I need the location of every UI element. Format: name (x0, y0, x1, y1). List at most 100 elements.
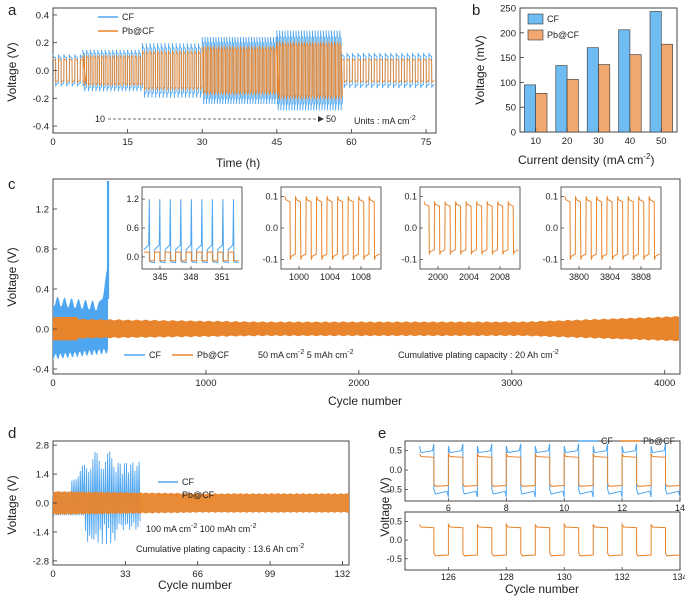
panel-c-inset-series-pb (564, 196, 660, 260)
panel-d-xtick-label: 33 (120, 569, 131, 580)
panel-c-inset-2: 1000 1004 1008 -0.1 0.0 0.1 (262, 186, 382, 282)
panel-c-xtick-label: 2000 (348, 378, 369, 389)
panel-c-xlabel: Cycle number (328, 394, 402, 408)
panel-c-legend-cf: CF (149, 350, 161, 360)
panel-e-xlabel: Cycle number (505, 582, 579, 596)
panel-a-plot (52, 30, 435, 111)
panel-b-bar-pb (598, 64, 611, 133)
panel-a-arrow-end: 50 (326, 114, 336, 124)
panel-c-plot (53, 181, 679, 360)
panel-e-plot (419, 443, 681, 557)
panel-d-xtick-label: 99 (265, 569, 276, 580)
panel-c-inset-series-cf (143, 199, 239, 264)
panel-c-inset-series-pb (284, 196, 380, 260)
panel-d-ylabel: Voltage (V) (5, 475, 19, 534)
panel-c-inset-ytick-label: 0.1 (545, 191, 558, 201)
panel-e-top-xtick-label: 10 (559, 503, 569, 513)
panel-a-xtick-label: 30 (197, 137, 208, 148)
panel-d-legend-pb: Pb@CF (182, 490, 215, 500)
panel-c-ylabel: Voltage (V) (5, 247, 19, 306)
panel-d-cumulative: Cumulative plating capacity : 13.6 Ah cm… (136, 543, 304, 554)
panel-d-ticks: 0 33 66 99 132 -2.8 -1.4 0.0 1.4 2.8 (33, 441, 351, 580)
panel-c-inset-frame (419, 186, 521, 270)
panel-c-ytick-label: 1.2 (36, 205, 49, 216)
panel-e-bottom-xtick-label: 130 (557, 572, 572, 582)
panel-c-inset-ytick-label: 0.6 (126, 223, 139, 233)
panel-e-bottom-xtick-label: 134 (672, 572, 685, 582)
panel-c-inset-ytick-label: 1.2 (126, 194, 139, 204)
panel-b-legend-pb: Pb@CF (547, 30, 580, 40)
panel-b-bars (524, 11, 673, 133)
panel-e-top-ytick-label: -0.5 (386, 484, 402, 494)
panel-label-a: a (8, 2, 17, 19)
panel-e-top-xtick-label: 6 (446, 503, 451, 513)
panel-label-b: b (472, 2, 480, 19)
panel-c-ytick-label: -0.4 (33, 365, 49, 376)
panel-a-xtick-label: 15 (122, 137, 133, 148)
panel-b-legend-pb-swatch (527, 29, 544, 41)
panel-c-inset-series-pb (144, 251, 239, 262)
panel-e-bottom-xtick-label: 128 (499, 572, 514, 582)
panel-c-inset-series-pb (423, 201, 519, 255)
panel-b-bar-cf (618, 29, 631, 133)
panel-a-legend-cf: CF (122, 12, 134, 22)
panel-c-inset-xtick-label: 1008 (351, 272, 371, 282)
panel-b-legend-cf-swatch (527, 13, 544, 25)
panel-c-inset-ytick-label: 0.0 (265, 223, 278, 233)
panel-a-ytick-label: 0.4 (36, 10, 49, 21)
panel-c-inset-4: 3800 3804 3808 -0.1 0.0 0.1 (542, 186, 662, 282)
panel-a-ytick-label: 0.2 (36, 38, 49, 49)
panel-a-arrow-start: 10 (95, 114, 105, 124)
panel-b-xtick-label: 40 (625, 136, 636, 147)
panel-d-chart: 0 33 66 99 132 -2.8 -1.4 0.0 1.4 2.8 Cycle number… (5, 440, 351, 592)
panel-e-ylabel: Voltage (V) (378, 477, 392, 536)
panel-e-legend-cf: CF (601, 436, 613, 446)
panel-c-inset-xtick-label: 2008 (490, 272, 510, 282)
panel-a-xtick-label: 45 (272, 137, 283, 148)
panel-c-inset-ytick-label: -0.1 (401, 255, 417, 265)
panel-d-plot (52, 451, 349, 545)
panel-c-ytick-label: 0.4 (36, 285, 49, 296)
panel-a-xlabel: Time (h) (216, 156, 260, 170)
panel-d-ytick-label: 2.8 (36, 441, 49, 452)
panel-e-top-series-pb (419, 451, 681, 487)
panel-b-chart: 10 20 30 40 50 0 50 100 150 200 250 Current densit… (473, 4, 678, 167)
panel-label-e: e (378, 425, 386, 442)
panel-c-ytick-label: 0.8 (36, 245, 49, 256)
panel-b-ytick-label: 200 (500, 28, 516, 39)
panel-d-ytick-label: 1.4 (36, 470, 49, 481)
panel-d-ytick-label: -1.4 (33, 527, 49, 538)
panel-d-legend-cf: CF (182, 477, 194, 487)
panel-b-bar-cf (649, 11, 662, 133)
panel-d-xlabel: Cycle number (158, 578, 232, 592)
panel-a-chart: 0 15 30 45 60 75 -0.4 -0.2 0.0 0.2 0.4 Time (h) Vo… (5, 7, 437, 170)
panel-b-legend-cf: CF (547, 14, 559, 24)
panel-c-xtick-label: 3000 (501, 378, 522, 389)
panel-e-ticks: 6 8 10 12 14 0.5 0.0 -0.5 126 128 130 132 134 0.5 0.0 -… (386, 446, 685, 582)
panel-b-xtick-label: 10 (530, 136, 541, 147)
panel-c-inset-xtick-label: 3800 (569, 272, 589, 282)
panel-a-xtick-label: 0 (50, 137, 55, 148)
panel-b-ylabel: Voltage (mV) (473, 35, 487, 104)
panel-a-xtick-label: 75 (421, 137, 432, 148)
panel-c-xtick-label: 4000 (654, 378, 675, 389)
panel-c-series-pb (53, 316, 679, 342)
panel-a-units: Units : mA cm-2 (354, 115, 416, 126)
panel-b-bar-cf (524, 84, 536, 133)
panel-c-series-cf (53, 268, 108, 360)
panel-e-chart: 6 8 10 12 14 0.5 0.0 -0.5 126 128 130 132 134 0.5 0.0 -… (378, 436, 685, 596)
panel-e-top-xtick-label: 14 (675, 503, 685, 513)
panel-d-xtick-label: 132 (334, 569, 350, 580)
panel-c-inset-xtick-label: 351 (214, 272, 229, 282)
panel-c-inset-xtick-label: 1000 (289, 272, 309, 282)
panel-e-bottom-ytick-label: 0.5 (389, 516, 402, 526)
panel-e-bottom-ytick-label: -0.5 (386, 554, 402, 564)
panel-c-insets: 345 348 351 0.0 0.6 1.2 1000 1004 1008 -0.1 0.0 0.1… (126, 186, 662, 282)
panel-e-top-xtick-label: 8 (504, 503, 509, 513)
panel-d-ytick-label: 0.0 (36, 499, 49, 510)
panel-c-chart: 0 1000 2000 3000 4000 -0.4 0.0 0.4 0.8 1.2 345 348… (5, 178, 681, 408)
panel-b-bar-cf (555, 65, 568, 133)
panel-e-bottom-ytick-label: 0.0 (389, 535, 402, 545)
panel-e-legend-pb: Pb@CF (643, 436, 676, 446)
panel-b-ticks: 10 20 30 40 50 0 50 100 150 200 250 (500, 4, 666, 148)
